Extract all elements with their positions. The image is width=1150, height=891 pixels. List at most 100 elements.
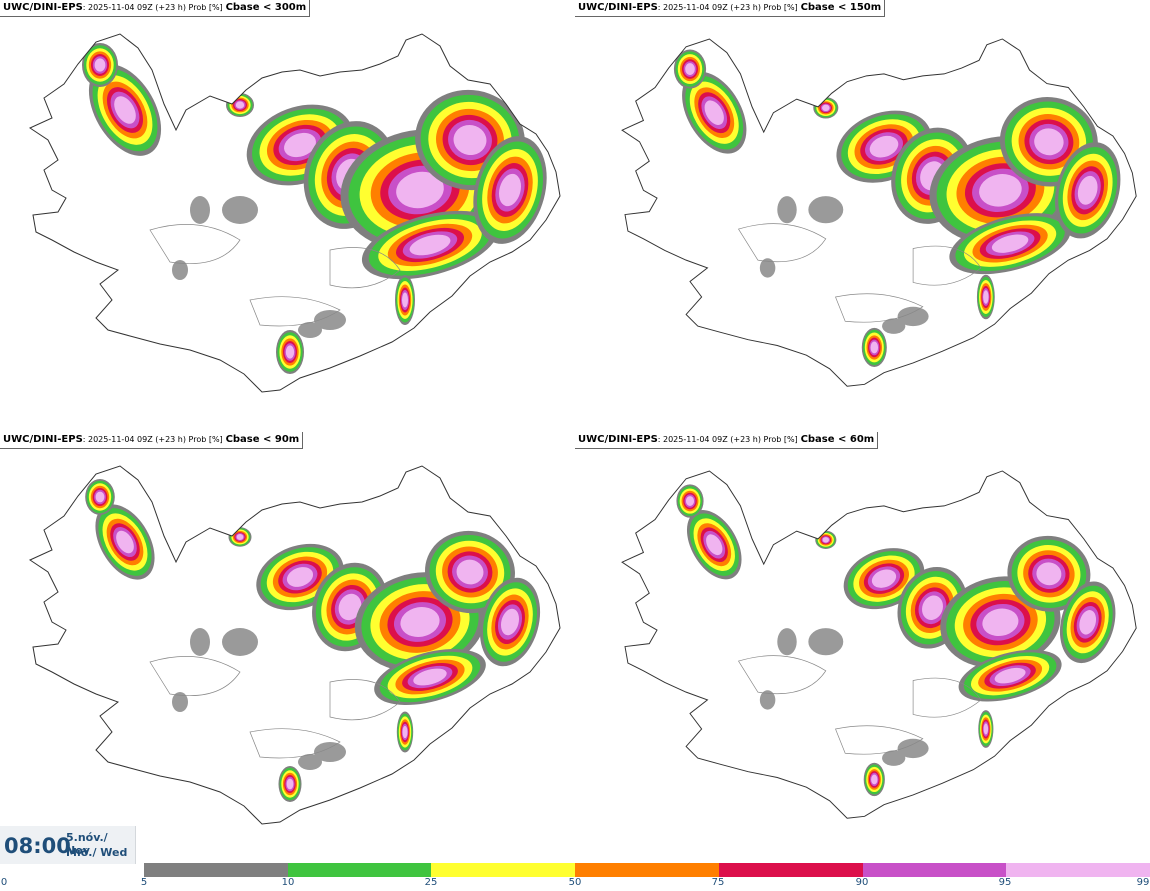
probability-contour-area — [456, 559, 484, 585]
probability-contour-area — [704, 100, 724, 125]
probability-contour-area — [453, 124, 487, 156]
low-probability-area — [420, 0, 560, 28]
colorbar-segment — [287, 863, 432, 877]
low-probability-area — [314, 310, 346, 330]
probability-contour-area — [979, 174, 1022, 207]
panel-header: UWC/DINI-EPS: 2025-11-04 09Z (+23 h) Pro… — [0, 0, 311, 17]
coastline — [621, 470, 1137, 819]
terrain-outline — [149, 224, 241, 265]
low-probability-area — [314, 742, 346, 762]
terrain-outline — [149, 656, 241, 697]
threshold-label: Cbase < 90m — [225, 434, 300, 445]
run-info: : 2025-11-04 09Z (+23 h) Prob [%] — [82, 3, 223, 12]
model-name: UWC/DINI-EPS — [3, 434, 83, 445]
iceland-probability-map — [621, 0, 1137, 387]
model-name: UWC/DINI-EPS — [578, 434, 658, 445]
low-probability-area — [759, 690, 776, 710]
low-probability-area — [298, 322, 322, 338]
map-panel-cbase-150: UWC/DINI-EPS: 2025-11-04 09Z (+23 h) Pro… — [575, 0, 1150, 431]
low-probability-area — [1000, 432, 1136, 465]
low-probability-area — [298, 754, 322, 770]
low-probability-area — [420, 432, 560, 460]
probability-contour-area — [983, 723, 989, 735]
low-probability-area — [190, 628, 210, 656]
probability-contour-area — [286, 567, 314, 587]
model-name: UWC/DINI-EPS — [3, 2, 83, 13]
probability-contour-area — [286, 778, 294, 790]
low-probability-area — [777, 628, 797, 656]
probability-contour-area — [1036, 562, 1062, 586]
probability-contour-area — [94, 58, 106, 72]
probability-colorbar — [144, 863, 1150, 877]
probability-contour-area — [400, 607, 440, 637]
colorbar-tick-label: 75 — [711, 877, 725, 888]
terrain-outline — [912, 677, 982, 718]
probability-contour-area — [285, 345, 295, 359]
colorbar-tick-label: 50 — [568, 877, 582, 888]
probability-contour-area — [871, 569, 897, 588]
probability-contour-area — [396, 171, 444, 209]
low-probability-area — [222, 196, 258, 224]
probability-contour-area — [95, 491, 105, 503]
terrain-outline — [329, 247, 401, 289]
probability-contour-area — [983, 290, 989, 304]
probability-contour-area — [284, 132, 316, 158]
low-probability-area — [897, 738, 929, 759]
terrain-outline — [737, 655, 827, 695]
low-probability-area — [808, 628, 844, 656]
probability-contour-area — [409, 234, 451, 256]
probability-contour-area — [822, 537, 830, 543]
panel-header: UWC/DINI-EPS: 2025-11-04 09Z (+23 h) Pro… — [575, 0, 886, 17]
colorbar-segment — [1006, 863, 1150, 877]
map-panel-cbase-60: UWC/DINI-EPS: 2025-11-04 09Z (+23 h) Pro… — [575, 432, 1150, 863]
colorbar-tick-label: 99 — [1136, 877, 1150, 888]
probability-contour-area — [1077, 175, 1098, 205]
run-info: : 2025-11-04 09Z (+23 h) Prob [%] — [657, 435, 798, 444]
low-probability-area — [808, 196, 844, 224]
valid-weekday: Mið./ Wed — [66, 846, 128, 859]
probability-contour-area — [338, 593, 362, 621]
low-probability-area — [190, 196, 210, 224]
run-info: : 2025-11-04 09Z (+23 h) Prob [%] — [82, 435, 223, 444]
probability-contour-area — [982, 608, 1019, 637]
probability-contour-area — [1079, 610, 1097, 635]
probability-contour-area — [822, 104, 830, 112]
colorbar-tick-label: 90 — [855, 877, 869, 888]
colorbar-segment — [144, 863, 288, 877]
low-probability-area — [777, 196, 797, 224]
colorbar-segment — [862, 863, 1007, 877]
probability-contour-area — [1034, 128, 1064, 156]
run-info: : 2025-11-04 09Z (+23 h) Prob [%] — [657, 3, 798, 12]
probability-contour-area — [871, 774, 878, 785]
probability-contour-area — [991, 234, 1029, 253]
threshold-label: Cbase < 60m — [800, 434, 875, 445]
probability-contour-area — [402, 292, 408, 308]
coastline — [28, 33, 561, 393]
coastline — [28, 465, 561, 825]
iceland-probability-map — [28, 432, 561, 825]
probability-contour-area — [870, 341, 879, 354]
probability-contour-area — [994, 667, 1026, 684]
probability-contour-area — [236, 534, 244, 540]
low-probability-area — [882, 750, 906, 766]
model-name: UWC/DINI-EPS — [578, 2, 658, 13]
low-probability-area — [222, 628, 258, 656]
panel-header: UWC/DINI-EPS: 2025-11-04 09Z (+23 h) Pro… — [575, 432, 879, 449]
coastline — [621, 38, 1137, 387]
low-probability-area — [1000, 0, 1136, 33]
probability-contour-area — [116, 530, 134, 554]
low-probability-area — [882, 318, 906, 334]
low-probability-area — [172, 692, 188, 712]
colorbar-tick-label: 5 — [140, 877, 148, 888]
colorbar-tick-label: 0 — [0, 877, 8, 888]
probability-contour-area — [685, 496, 695, 506]
valid-time-clock: 08:00 — [4, 834, 71, 858]
iceland-probability-map — [28, 0, 561, 393]
probability-contour-area — [500, 608, 520, 636]
probability-contour-area — [114, 96, 136, 124]
threshold-label: Cbase < 150m — [800, 2, 882, 13]
map-panel-cbase-90: UWC/DINI-EPS: 2025-11-04 09Z (+23 h) Pro… — [0, 432, 575, 863]
terrain-outline — [737, 223, 827, 263]
panel-header: UWC/DINI-EPS: 2025-11-04 09Z (+23 h) Pro… — [0, 432, 304, 449]
probability-contour-area — [498, 173, 522, 207]
